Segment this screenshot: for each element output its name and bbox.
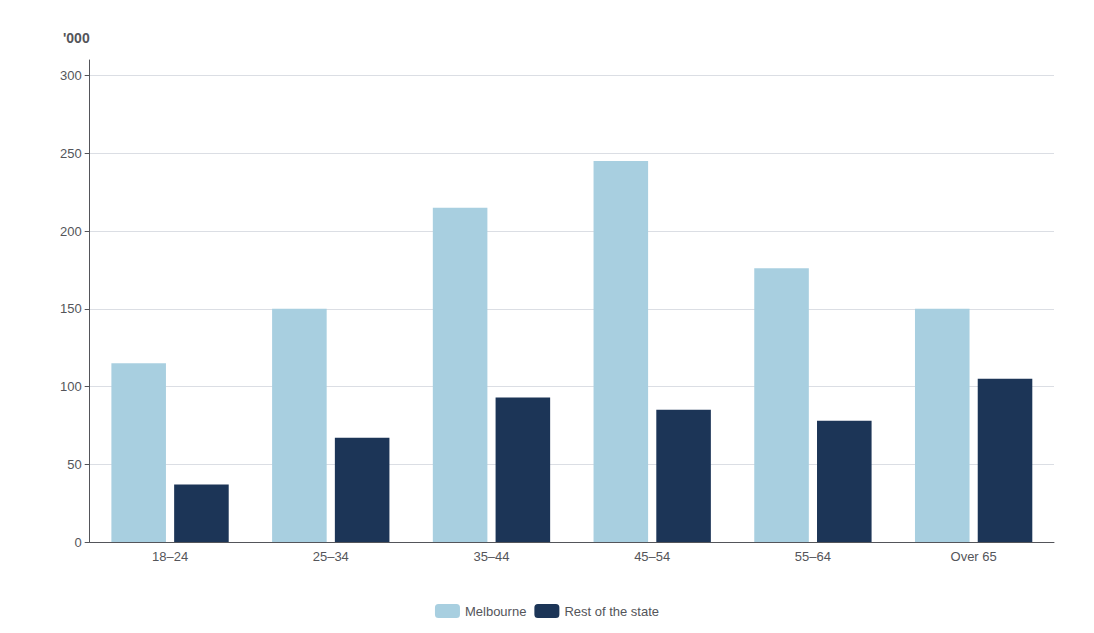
svg-text:18–24: 18–24 <box>152 549 188 564</box>
svg-text:250: 250 <box>60 146 82 161</box>
svg-text:Rest of the state: Rest of the state <box>564 604 659 619</box>
svg-text:50: 50 <box>67 457 81 472</box>
svg-text:45–54: 45–54 <box>634 549 670 564</box>
svg-text:100: 100 <box>60 379 82 394</box>
svg-text:Melbourne: Melbourne <box>465 604 526 619</box>
svg-text:'000: '000 <box>63 30 90 46</box>
svg-text:35–44: 35–44 <box>473 549 509 564</box>
svg-text:150: 150 <box>60 301 82 316</box>
svg-text:200: 200 <box>60 224 82 239</box>
svg-text:0: 0 <box>74 535 81 550</box>
svg-text:55–64: 55–64 <box>795 549 831 564</box>
svg-text:300: 300 <box>60 68 82 83</box>
svg-text:25–34: 25–34 <box>313 549 349 564</box>
svg-text:Over 65: Over 65 <box>951 549 997 564</box>
